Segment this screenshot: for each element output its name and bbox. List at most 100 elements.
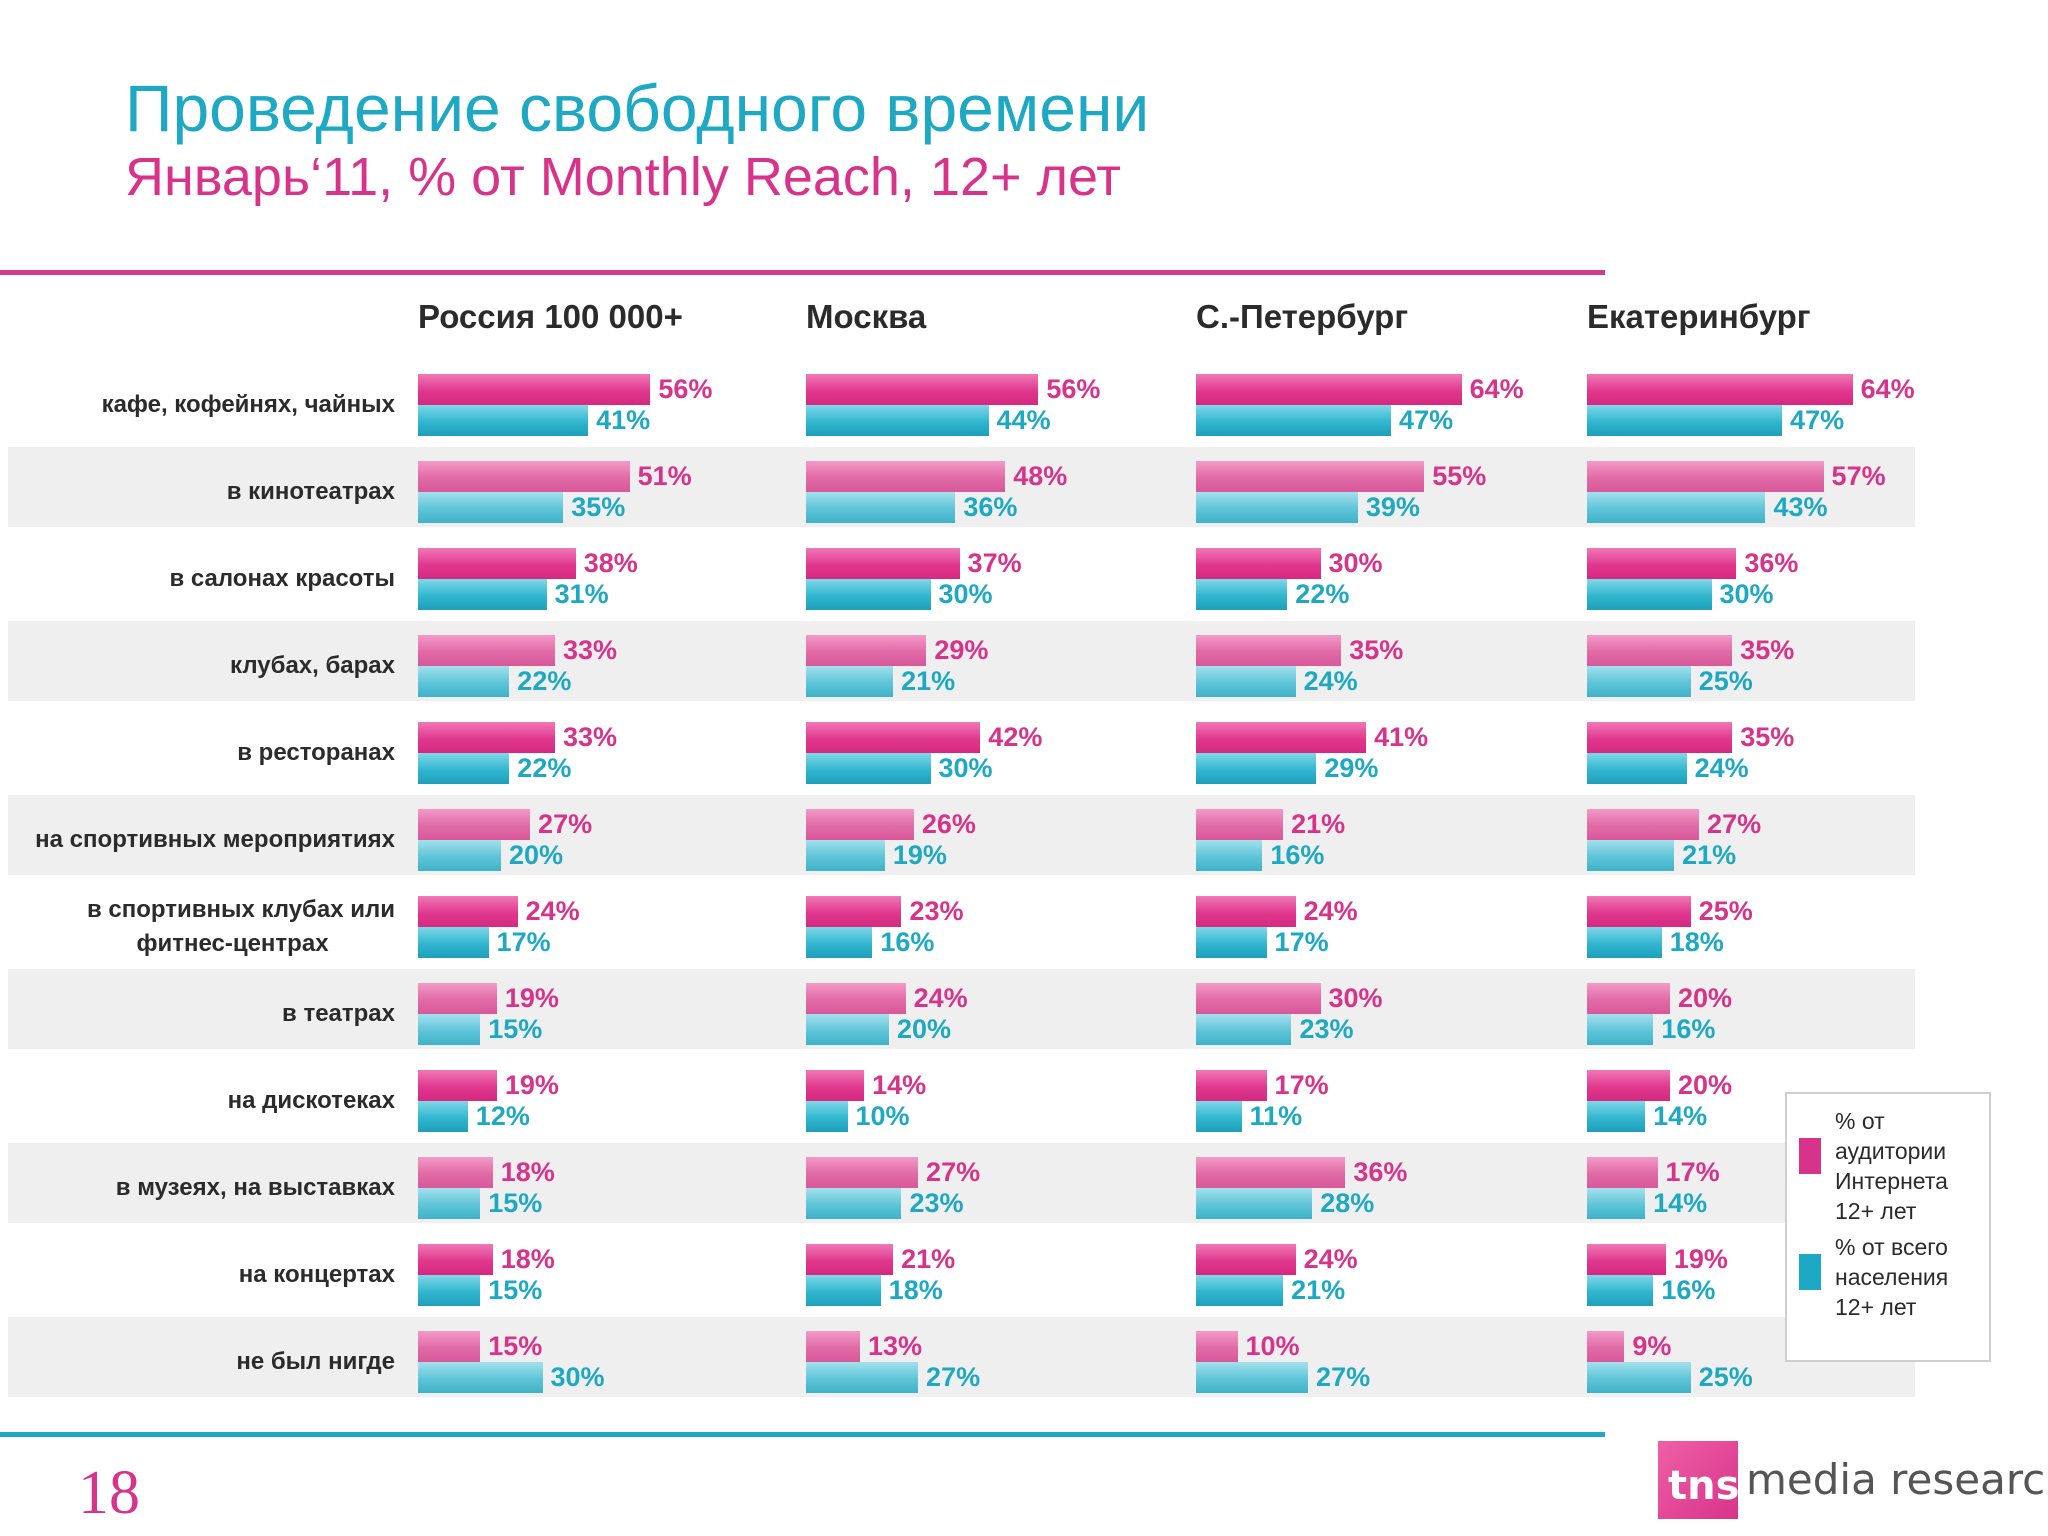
legend-label-internet: % от аудитории Интернета 12+ лет (1835, 1108, 1948, 1224)
value-label-population: 19% (892, 840, 947, 870)
value-label-internet: 37% (967, 548, 1022, 578)
category-label: не был нигде (236, 1348, 395, 1375)
bar-internet (1196, 1070, 1267, 1101)
bar-population (418, 927, 489, 958)
bar-population (418, 1188, 481, 1219)
category-label: в спортивных клубах или фитнес-центрах (10, 893, 395, 961)
value-label-population: 24% (1303, 666, 1358, 696)
value-label-population: 15% (488, 1275, 543, 1305)
value-label-population: 22% (1295, 579, 1350, 609)
bar-internet (806, 548, 960, 579)
value-label-population: 47% (1399, 405, 1454, 435)
category-label: в музеях, на выставках (115, 1174, 395, 1201)
bar-population (1587, 492, 1766, 523)
value-label-internet: 55% (1432, 461, 1487, 491)
bar-population (806, 666, 894, 697)
value-label-internet: 9% (1632, 1331, 1672, 1361)
bar-internet (1587, 461, 1824, 492)
bar-internet (418, 722, 555, 753)
panel-header: Россия 100 000+ (418, 298, 683, 335)
category-label: кафе, кофейнях, чайных (101, 391, 395, 418)
value-label-internet: 18% (500, 1157, 555, 1187)
page-subtitle: Январь‘11, % от Monthly Reach, 12+ лет (125, 147, 1122, 207)
value-label-population: 14% (1653, 1188, 1708, 1218)
bar-population (806, 840, 885, 871)
value-label-internet: 64% (1469, 374, 1524, 404)
bar-internet (1587, 1331, 1625, 1362)
bar-population (806, 579, 931, 610)
value-label-population: 44% (996, 405, 1051, 435)
bar-internet (418, 374, 651, 405)
bar-population (418, 1275, 481, 1306)
value-label-population: 41% (596, 405, 651, 435)
value-label-internet: 35% (1740, 635, 1795, 665)
category-label: в театрах (282, 1000, 395, 1027)
bar-internet (806, 1244, 894, 1275)
value-label-internet: 35% (1740, 722, 1795, 752)
value-label-internet: 56% (658, 374, 713, 404)
page-title: Проведение свободного времени (125, 71, 1150, 145)
bar-internet (806, 1157, 919, 1188)
bar-internet (418, 1157, 493, 1188)
bar-internet (806, 1070, 865, 1101)
value-label-population: 30% (938, 753, 993, 783)
value-label-population: 30% (1719, 579, 1774, 609)
category-label: в салонах красоты (169, 565, 395, 592)
value-label-population: 18% (888, 1275, 943, 1305)
bar-population (1196, 579, 1288, 610)
value-label-population: 25% (1698, 666, 1753, 696)
bar-internet (806, 983, 906, 1014)
value-label-population: 30% (938, 579, 993, 609)
bar-population (806, 405, 989, 436)
value-label-internet: 17% (1274, 1070, 1329, 1100)
value-label-internet: 41% (1374, 722, 1429, 752)
bar-internet (1196, 983, 1321, 1014)
value-label-internet: 33% (562, 722, 617, 752)
legend-label-population: % от всего населения 12+ лет (1835, 1234, 1949, 1320)
bar-population (418, 666, 510, 697)
value-label-internet: 19% (504, 983, 559, 1013)
bar-internet (1196, 374, 1462, 405)
bar-internet (1587, 1070, 1670, 1101)
bar-internet (418, 1331, 481, 1362)
value-label-internet: 10% (1245, 1331, 1300, 1361)
category-label: на спортивных мероприятиях (35, 826, 395, 853)
bar-internet (806, 635, 927, 666)
value-label-population: 23% (1299, 1014, 1354, 1044)
value-label-population: 30% (550, 1362, 605, 1392)
bar-internet (1587, 635, 1733, 666)
bar-internet (418, 548, 576, 579)
bar-internet (1587, 1157, 1658, 1188)
value-label-population: 27% (926, 1362, 981, 1392)
value-label-internet: 48% (1013, 461, 1068, 491)
bar-internet (806, 722, 981, 753)
value-label-population: 16% (1661, 1014, 1716, 1044)
bar-internet (1196, 461, 1425, 492)
bar-internet (806, 461, 1006, 492)
bar-population (1587, 1188, 1646, 1219)
value-label-internet: 15% (488, 1331, 543, 1361)
value-label-internet: 51% (637, 461, 692, 491)
value-label-internet: 20% (1678, 983, 1733, 1013)
bar-internet (418, 635, 555, 666)
value-label-population: 39% (1365, 492, 1420, 522)
bar-population (1587, 666, 1691, 697)
bar-population (1587, 405, 1783, 436)
bar-population (1196, 1188, 1313, 1219)
value-label-population: 15% (488, 1014, 543, 1044)
value-label-population: 28% (1320, 1188, 1375, 1218)
bar-internet (1587, 1244, 1666, 1275)
value-label-population: 15% (488, 1188, 543, 1218)
bar-population (1196, 753, 1317, 784)
bar-internet (418, 461, 630, 492)
bar-population (1196, 492, 1358, 523)
bottom-divider (0, 1432, 1605, 1437)
value-label-internet: 18% (500, 1244, 555, 1274)
bar-internet (1196, 722, 1367, 753)
page-number: 18 (78, 1459, 140, 1527)
bar-internet (1587, 809, 1700, 840)
value-label-internet: 36% (1744, 548, 1799, 578)
bar-population (1196, 666, 1296, 697)
value-label-population: 12% (475, 1101, 530, 1131)
value-label-internet: 24% (1303, 1244, 1358, 1274)
